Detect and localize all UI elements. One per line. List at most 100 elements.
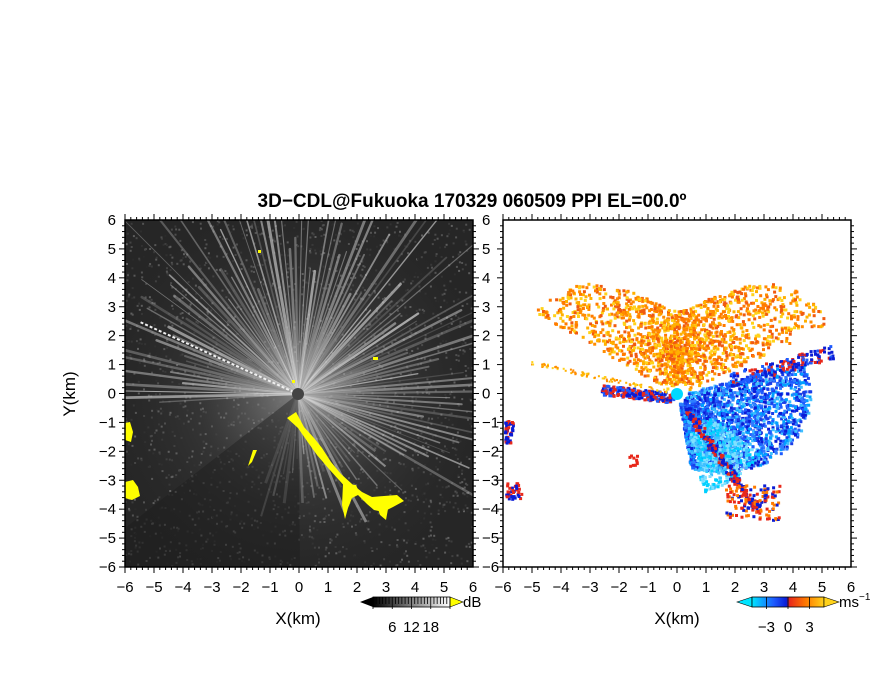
velocity-pixel	[762, 337, 766, 341]
velocity-pixel	[726, 331, 730, 334]
velocity-pixel	[743, 285, 747, 289]
velocity-pixel	[615, 297, 619, 301]
beam-ray	[297, 393, 441, 444]
velocity-pixel	[681, 379, 685, 383]
velocity-pixel	[752, 325, 756, 329]
velocity-pixel	[753, 317, 757, 321]
velocity-pixel	[775, 308, 778, 312]
velocity-pixel	[727, 307, 731, 311]
velocity-pixel	[785, 329, 789, 333]
velocity-pixel	[592, 285, 596, 289]
velocity-pixel	[733, 289, 737, 293]
velocity-pixel	[669, 339, 672, 343]
velocity-pixel	[671, 334, 675, 338]
velocity-pixel	[658, 372, 662, 376]
left-strong-echo-region	[125, 250, 404, 520]
velocity-pixel	[795, 310, 799, 314]
velocity-pixel	[544, 311, 548, 315]
velocity-pixel	[754, 311, 758, 315]
velocity-pixel	[685, 338, 689, 342]
velocity-pixel	[764, 285, 768, 289]
velocity-pixel	[729, 338, 732, 342]
velocity-pixel	[628, 313, 632, 317]
velocity-pixel	[673, 331, 677, 335]
velocity-pixel	[711, 341, 715, 345]
velocity-pixel	[726, 304, 730, 308]
velocity-pixel	[632, 319, 636, 323]
velocity-pixel	[687, 380, 691, 383]
velocity-pixel	[792, 380, 796, 384]
velocity-pixel	[736, 360, 740, 364]
beam-ray	[282, 393, 299, 475]
velocity-pixel	[697, 304, 701, 308]
velocity-pixel	[810, 325, 814, 329]
velocity-pixel	[593, 324, 597, 328]
y-tick-label: 6	[482, 212, 490, 229]
velocity-pixel	[692, 344, 696, 348]
velocity-pixel	[616, 311, 620, 315]
velocity-pixel	[583, 313, 587, 317]
velocity-pixel	[735, 295, 739, 299]
velocity-pixel	[700, 337, 704, 341]
velocity-pixel	[712, 317, 716, 321]
velocity-pixel	[702, 347, 706, 351]
velocity-pixel	[645, 306, 649, 310]
velocity-pixel	[745, 375, 749, 379]
velocity-pixel	[663, 320, 667, 324]
velocity-pixel	[729, 348, 733, 352]
velocity-pixel	[692, 375, 696, 379]
velocity-pixel	[622, 340, 625, 344]
velocity-pixel	[740, 363, 744, 366]
velocity-pixel	[688, 349, 692, 353]
velocity-pixel	[676, 322, 680, 326]
velocity-pixel	[608, 338, 612, 342]
velocity-pixel	[688, 399, 692, 403]
velocity-pixel	[677, 310, 681, 314]
velocity-pixel	[597, 333, 601, 337]
velocity-pixel	[646, 300, 650, 304]
beam-ray	[125, 382, 300, 396]
velocity-pixel	[661, 305, 664, 309]
velocity-pixel	[663, 322, 667, 326]
x-tick-label: −1	[261, 579, 278, 596]
velocity-pixel	[631, 348, 634, 352]
velocity-pixel	[608, 313, 612, 317]
velocity-pixel	[684, 321, 688, 325]
velocity-pixel	[749, 419, 753, 422]
velocity-pixel	[796, 324, 800, 328]
velocity-pixel	[628, 298, 632, 302]
velocity-pixel	[781, 330, 785, 334]
velocity-pixel	[693, 315, 697, 319]
velocity-pixel	[608, 334, 612, 338]
beam-ray	[297, 311, 473, 395]
velocity-pixel	[754, 341, 758, 345]
velocity-pixel	[660, 382, 663, 386]
velocity-pixel	[738, 352, 742, 356]
velocity-pixel	[759, 294, 763, 298]
velocity-pixel	[693, 372, 697, 376]
velocity-pixel	[788, 415, 791, 419]
velocity-pixel	[676, 366, 680, 369]
velocity-pixel	[548, 298, 552, 302]
velocity-pixel	[794, 324, 798, 327]
velocity-pixel	[711, 377, 715, 381]
velocity-pixel	[647, 314, 651, 317]
beam-ray	[296, 269, 317, 396]
velocity-pixel	[569, 330, 572, 334]
velocity-pixel	[765, 339, 769, 343]
velocity-pixel	[755, 290, 758, 294]
velocity-pixel	[672, 357, 676, 361]
velocity-pixel	[779, 315, 783, 319]
velocity-pixel	[722, 310, 726, 314]
velocity-pixel	[756, 311, 760, 315]
velocity-pixel	[765, 433, 769, 437]
velocity-pixel	[612, 300, 616, 304]
velocity-pixel	[683, 317, 687, 321]
y-tick-label: −6	[482, 559, 499, 576]
velocity-pixel	[644, 366, 648, 370]
y-tick-label: 4	[108, 270, 116, 287]
velocity-pixel	[738, 402, 742, 406]
velocity-pixel	[711, 369, 714, 373]
beam-ray	[228, 298, 299, 395]
